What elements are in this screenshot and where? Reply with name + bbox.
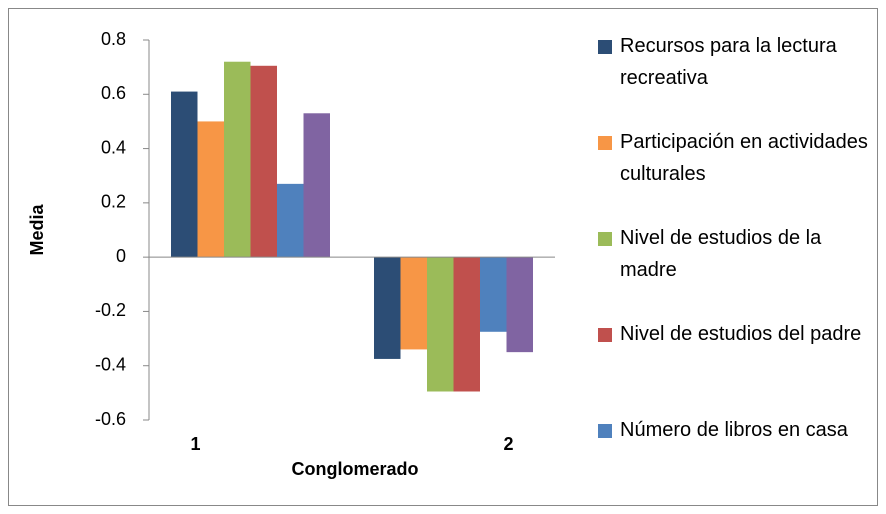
y-tick-label: 0.2 <box>101 192 126 212</box>
x-axis-title: Conglomerado <box>291 459 418 479</box>
bar <box>224 61 251 258</box>
legend-label: Recursos para la lectura recreativa <box>620 35 837 89</box>
bar <box>303 113 330 258</box>
y-tick-label: 0.4 <box>101 137 126 157</box>
legend-label: Número de libros en casa <box>620 419 848 441</box>
x-tick-label: 1 <box>190 434 200 454</box>
bar <box>374 257 401 359</box>
y-axis-title: Media <box>27 204 47 256</box>
y-tick-label: -0.2 <box>95 300 126 320</box>
bar <box>453 257 480 392</box>
y-tick-label: 0.6 <box>101 83 126 103</box>
legend-swatch <box>598 136 612 150</box>
legend-swatch <box>598 328 612 342</box>
legend-entry: Nivel de estudios de la madre <box>598 222 878 318</box>
bar <box>171 91 198 258</box>
legend-swatch <box>598 424 612 438</box>
bar <box>277 183 304 258</box>
legend-entry: Participación en actividades culturales <box>598 126 878 222</box>
bar <box>480 257 507 332</box>
legend-label: Nivel de estudios de la madre <box>620 227 822 281</box>
y-tick-label: -0.6 <box>95 409 126 429</box>
legend-entry: Número de libros en casa <box>598 414 878 510</box>
legend-label: Nivel de estudios del padre <box>620 323 862 345</box>
bar <box>197 121 224 258</box>
bar <box>506 257 533 353</box>
y-tick-label: 0 <box>116 246 126 266</box>
bar <box>427 257 454 392</box>
legend-entry: Nivel de estudios del padre <box>598 318 878 414</box>
legend-swatch <box>598 40 612 54</box>
legend-swatch <box>598 232 612 246</box>
legend-label: Participación en actividades culturales <box>620 131 868 185</box>
bar <box>250 65 277 258</box>
legend-entry: Recursos para la lectura recreativa <box>598 30 878 126</box>
y-tick-label: -0.4 <box>95 354 126 374</box>
x-tick-label: 2 <box>503 434 513 454</box>
legend: Recursos para la lectura recreativa Parti… <box>598 30 878 510</box>
bar <box>400 257 427 350</box>
y-tick-label: 0.8 <box>101 29 126 49</box>
border <box>8 8 878 506</box>
